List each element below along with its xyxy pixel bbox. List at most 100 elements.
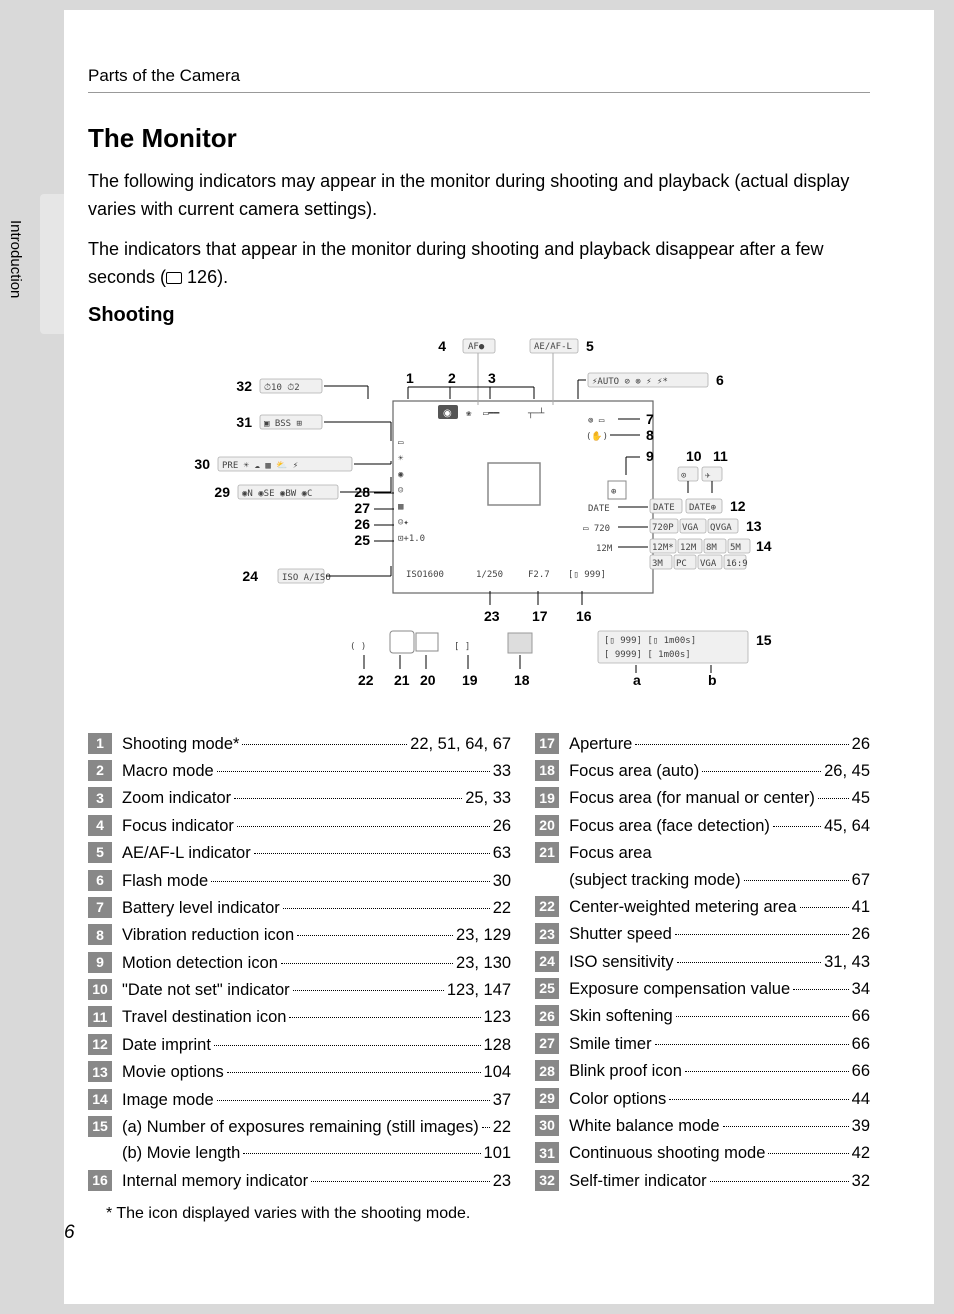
svg-text:DATE⊕: DATE⊕ — [689, 503, 716, 513]
para2-b: 126). — [182, 267, 228, 287]
svg-text:11: 11 — [713, 448, 728, 464]
legend-number: 7 — [88, 897, 112, 918]
legend-row: 1 Shooting mode*22, 51, 64, 67 — [88, 731, 511, 757]
legend-text: Focus area (auto)26, 45 — [569, 758, 870, 784]
legend-row: 9 Motion detection icon23, 130 — [88, 950, 511, 976]
legend-number: 25 — [535, 978, 559, 999]
legend-text: Flash mode30 — [122, 868, 511, 894]
legend-number: 20 — [535, 815, 559, 836]
legend-text: Image mode37 — [122, 1087, 511, 1113]
legend-row: 19 Focus area (for manual or center)45 — [535, 785, 870, 811]
svg-text:8M: 8M — [706, 543, 717, 553]
legend-number: 6 — [88, 870, 112, 891]
legend: 1 Shooting mode*22, 51, 64, 67 2 Macro m… — [88, 731, 870, 1196]
legend-number: 3 — [88, 787, 112, 808]
svg-text:( ): ( ) — [350, 642, 366, 652]
legend-text: Shutter speed26 — [569, 921, 870, 947]
legend-row: 14 Image mode37 — [88, 1087, 511, 1113]
legend-row: 10 "Date not set" indicator123, 147 — [88, 977, 511, 1003]
svg-text:ISO1600: ISO1600 — [406, 570, 444, 580]
svg-text:21: 21 — [394, 672, 410, 688]
svg-text:14: 14 — [756, 538, 772, 554]
svg-text:20: 20 — [420, 672, 436, 688]
svg-text:(✋): (✋) — [586, 430, 608, 442]
legend-row: 23 Shutter speed26 — [535, 921, 870, 947]
svg-text:[ 9999] [ 1m00s]: [ 9999] [ 1m00s] — [604, 650, 691, 660]
svg-text:25: 25 — [354, 532, 370, 548]
svg-text:PC: PC — [676, 559, 687, 569]
legend-number: 21 — [535, 842, 559, 863]
svg-text:VGA: VGA — [700, 559, 717, 569]
legend-number: 2 — [88, 760, 112, 781]
legend-text: (a) Number of exposures remaining (still… — [122, 1114, 511, 1167]
svg-text:720P: 720P — [652, 523, 674, 533]
legend-number: 23 — [535, 923, 559, 944]
svg-text:16: 16 — [576, 608, 592, 624]
svg-text:a: a — [633, 672, 641, 688]
svg-text:F2.7: F2.7 — [528, 570, 550, 580]
legend-text: "Date not set" indicator123, 147 — [122, 977, 511, 1003]
legend-number: 31 — [535, 1142, 559, 1163]
svg-text:32: 32 — [236, 378, 252, 394]
svg-text:31: 31 — [236, 414, 252, 430]
legend-number: 8 — [88, 924, 112, 945]
legend-number: 1 — [88, 733, 112, 754]
legend-text: Continuous shooting mode42 — [569, 1140, 870, 1166]
monitor-diagram: AF● AE/AF-L 4 5 1 2 3 ◉ ❀ ▭━━ ┬─┴ ⚡AUTO — [88, 333, 870, 727]
legend-number: 27 — [535, 1033, 559, 1054]
svg-text:◉: ◉ — [443, 408, 452, 419]
legend-row: 3 Zoom indicator25, 33 — [88, 785, 511, 811]
svg-text:19: 19 — [462, 672, 478, 688]
legend-text: Self-timer indicator32 — [569, 1168, 870, 1194]
legend-text: Macro mode33 — [122, 758, 511, 784]
legend-row: 13 Movie options104 — [88, 1059, 511, 1085]
svg-text:AE/AF-L: AE/AF-L — [534, 342, 572, 352]
svg-text:AF●: AF● — [468, 342, 485, 352]
svg-text:☺✦: ☺✦ — [398, 518, 409, 528]
legend-text: AE/AF-L indicator63 — [122, 840, 511, 866]
legend-text: Focus indicator26 — [122, 813, 511, 839]
legend-row: 6 Flash mode30 — [88, 868, 511, 894]
svg-text:26: 26 — [354, 516, 370, 532]
legend-number: 32 — [535, 1170, 559, 1191]
svg-text:[ ]: [ ] — [454, 642, 470, 652]
legend-row: 15 (a) Number of exposures remaining (st… — [88, 1114, 511, 1167]
legend-row: 30 White balance mode39 — [535, 1113, 870, 1139]
legend-row: 16 Internal memory indicator23 — [88, 1168, 511, 1194]
legend-row: 24 ISO sensitivity31, 43 — [535, 949, 870, 975]
legend-row: 21 Focus area(subject tracking mode)67 — [535, 840, 870, 893]
svg-text:3: 3 — [488, 370, 496, 386]
legend-text: Focus area (for manual or center)45 — [569, 785, 870, 811]
legend-number: 30 — [535, 1115, 559, 1136]
svg-text:ISO A/ISO: ISO A/ISO — [282, 573, 331, 583]
legend-number: 12 — [88, 1034, 112, 1055]
svg-text:⏱10 ⏱2: ⏱10 ⏱2 — [264, 383, 300, 393]
svg-text:12M: 12M — [680, 543, 697, 553]
intro-para-1: The following indicators may appear in t… — [88, 168, 870, 224]
svg-text:23: 23 — [484, 608, 500, 624]
svg-text:▭ 720: ▭ 720 — [583, 524, 610, 534]
svg-text:b: b — [708, 672, 717, 688]
breadcrumb: Parts of the Camera — [88, 66, 870, 93]
legend-text: Date imprint128 — [122, 1032, 511, 1058]
legend-row: 20 Focus area (face detection)45, 64 — [535, 813, 870, 839]
legend-text: ISO sensitivity31, 43 — [569, 949, 870, 975]
manual-page: Introduction Parts of the Camera The Mon… — [64, 10, 934, 1304]
legend-text: Focus area (face detection)45, 64 — [569, 813, 870, 839]
svg-text:⊚ ▭: ⊚ ▭ — [588, 416, 605, 426]
page-title: The Monitor — [88, 123, 870, 154]
svg-text:13: 13 — [746, 518, 762, 534]
legend-number: 14 — [88, 1089, 112, 1110]
svg-text:☺: ☺ — [398, 486, 404, 496]
svg-text:DATE: DATE — [653, 503, 675, 513]
legend-number: 24 — [535, 951, 559, 972]
svg-text:┬─┴: ┬─┴ — [527, 407, 545, 419]
svg-text:▦: ▦ — [398, 502, 404, 512]
svg-text:16:9: 16:9 — [726, 559, 748, 569]
legend-left: 1 Shooting mode*22, 51, 64, 67 2 Macro m… — [88, 731, 511, 1196]
page-number: 6 — [64, 1222, 75, 1244]
legend-right: 17 Aperture26 18 Focus area (auto)26, 45… — [535, 731, 870, 1196]
legend-text: Aperture26 — [569, 731, 870, 757]
legend-row: 5 AE/AF-L indicator63 — [88, 840, 511, 866]
svg-text:▭━━: ▭━━ — [483, 409, 500, 419]
